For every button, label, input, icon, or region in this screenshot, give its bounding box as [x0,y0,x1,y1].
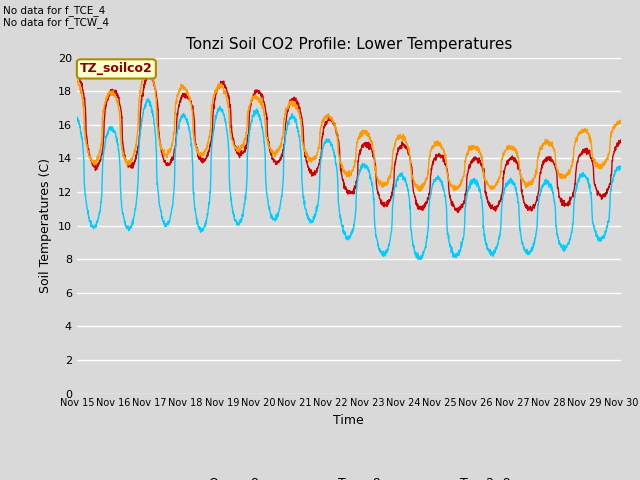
Y-axis label: Soil Temperatures (C): Soil Temperatures (C) [39,158,52,293]
Title: Tonzi Soil CO2 Profile: Lower Temperatures: Tonzi Soil CO2 Profile: Lower Temperatur… [186,37,512,52]
X-axis label: Time: Time [333,414,364,427]
Text: No data for f_TCE_4
No data for f_TCW_4: No data for f_TCE_4 No data for f_TCW_4 [3,5,109,28]
Text: TZ_soilco2: TZ_soilco2 [80,62,153,75]
Legend: Open -8cm, Tree -8cm, Tree2 -8cm: Open -8cm, Tree -8cm, Tree2 -8cm [163,472,535,480]
